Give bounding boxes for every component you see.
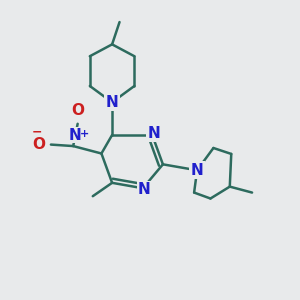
- Text: N: N: [147, 126, 160, 141]
- Text: N: N: [68, 128, 81, 142]
- Text: O: O: [71, 103, 84, 118]
- Text: N: N: [106, 95, 118, 110]
- Text: −: −: [32, 126, 42, 139]
- Text: N: N: [138, 182, 151, 197]
- Text: O: O: [33, 137, 46, 152]
- Text: +: +: [80, 129, 89, 139]
- Text: N: N: [191, 163, 203, 178]
